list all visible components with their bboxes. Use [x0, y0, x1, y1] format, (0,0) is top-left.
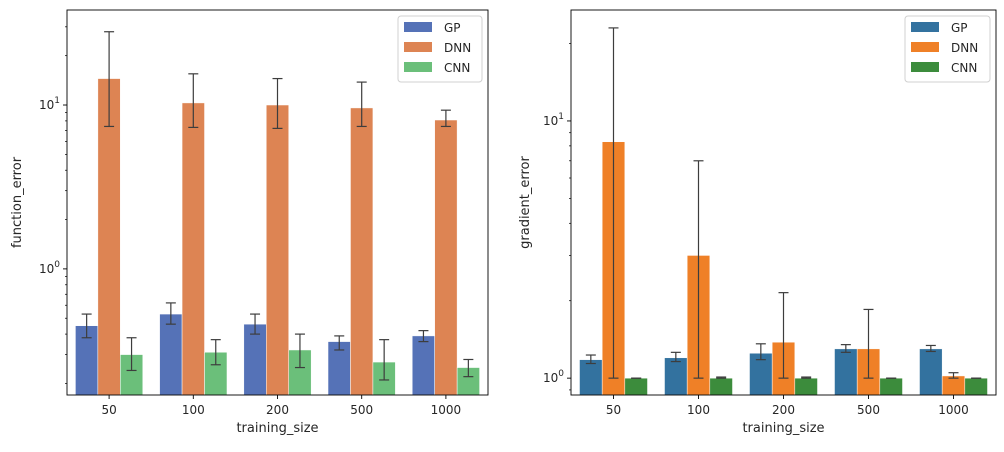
bar-CNN-200 — [794, 377, 818, 396]
legend-swatch-DNN — [404, 42, 432, 52]
bar-GP-200 — [243, 323, 267, 396]
x-tick-label: 1000 — [938, 403, 969, 417]
error-bar-DNN-500 — [356, 81, 367, 128]
legend-swatch-DNN — [911, 42, 939, 52]
x-tick-label: 200 — [266, 403, 289, 417]
x-axis-label: training_size — [236, 421, 318, 436]
x-tick-label: 100 — [182, 403, 205, 417]
legend-label-GP: GP — [444, 21, 461, 35]
bar-GP-500 — [834, 348, 858, 396]
bar-CNN-100 — [709, 377, 733, 396]
x-tick-label: 200 — [772, 403, 795, 417]
legend-label-CNN: CNN — [951, 61, 977, 75]
bar-GP-100 — [664, 357, 688, 396]
error-bar-GP-1000 — [925, 344, 936, 353]
error-bar-GP-1000 — [418, 330, 429, 343]
error-bar-DNN-1000 — [948, 372, 959, 379]
error-bar-GP-50 — [585, 354, 596, 365]
error-bar-CNN-100 — [210, 339, 221, 366]
legend-swatch-CNN — [404, 62, 432, 72]
legend-label-GP: GP — [951, 21, 968, 35]
legend: GP DNN CNN — [397, 15, 483, 83]
bar-CNN-500 — [879, 377, 903, 396]
y-tick-label: 101 — [39, 96, 60, 112]
error-bar-GP-200 — [755, 343, 766, 361]
error-bar-GP-100 — [670, 351, 681, 363]
y-axis-label: function_error — [10, 156, 25, 248]
error-bar-DNN-50 — [104, 31, 115, 128]
bar-DNN-500 — [350, 107, 374, 396]
error-bar-GP-200 — [250, 313, 261, 335]
error-bar-CNN-100 — [716, 376, 727, 379]
error-bar-CNN-500 — [379, 339, 390, 381]
x-tick-label: 50 — [101, 403, 116, 417]
x-tick-label: 100 — [687, 403, 710, 417]
y-axis-label: gradient_error — [518, 155, 533, 248]
error-bar-CNN-1000 — [463, 358, 474, 378]
error-bar-CNN-50 — [126, 337, 137, 372]
error-bar-GP-100 — [165, 302, 176, 325]
bar-DNN-200 — [266, 104, 289, 396]
error-bar-DNN-100 — [693, 160, 704, 379]
x-tick-label: 50 — [606, 403, 621, 417]
bar-DNN-100 — [181, 102, 205, 396]
x-tick-label: 500 — [350, 403, 373, 417]
error-bar-DNN-500 — [863, 308, 874, 379]
legend-swatch-GP — [911, 22, 939, 32]
legend: GP DNN CNN — [904, 15, 991, 83]
chart-gradient_error: 50 100 200 500 1000 100 101 training_size gradie… — [518, 9, 997, 436]
error-bar-DNN-1000 — [440, 109, 451, 128]
legend-swatch-GP — [404, 22, 432, 32]
error-bar-GP-500 — [334, 335, 345, 351]
error-bar-DNN-100 — [188, 73, 199, 129]
legend-label-DNN: DNN — [951, 41, 978, 55]
chart-function_error: 50 100 200 500 1000 100 101 training_size functi… — [10, 9, 489, 436]
bar-DNN-1000 — [941, 375, 966, 396]
error-bar-DNN-50 — [608, 27, 619, 379]
bar-GP-100 — [159, 313, 183, 396]
bar-CNN-50 — [624, 377, 648, 396]
y-tick-label: 101 — [543, 112, 564, 128]
error-bar-DNN-200 — [778, 292, 789, 379]
x-tick-label: 1000 — [431, 403, 462, 417]
x-tick-label: 500 — [857, 403, 880, 417]
bar-GP-1000 — [411, 335, 435, 396]
legend-swatch-CNN — [911, 62, 939, 72]
bar-CNN-1000 — [964, 377, 988, 396]
legend-label-DNN: DNN — [444, 41, 471, 55]
bar-DNN-1000 — [434, 119, 458, 396]
error-bar-DNN-200 — [272, 77, 283, 129]
error-bar-GP-50 — [81, 313, 92, 339]
legend-label-CNN: CNN — [444, 61, 470, 75]
bar-GP-50 — [579, 359, 603, 396]
error-bar-CNN-200 — [294, 333, 305, 369]
y-tick-label: 100 — [543, 369, 564, 385]
y-tick-label: 100 — [39, 260, 60, 276]
x-axis-label: training_size — [742, 421, 824, 436]
error-bar-GP-500 — [840, 344, 851, 353]
bar-GP-1000 — [919, 348, 943, 396]
error-bar-CNN-200 — [801, 376, 812, 379]
